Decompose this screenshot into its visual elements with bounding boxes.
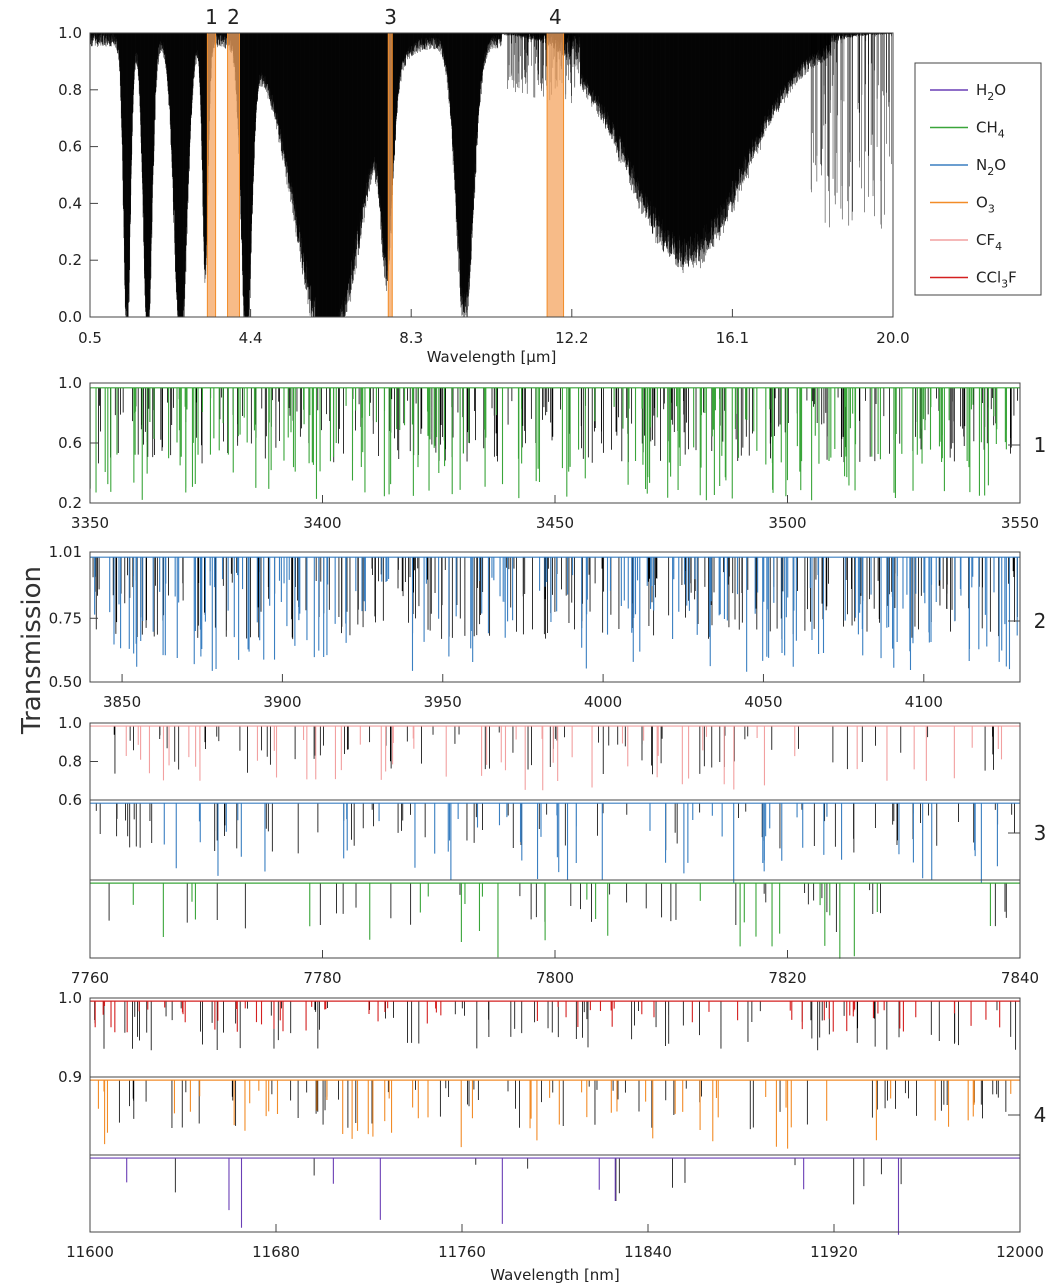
panel-1-label: 1 bbox=[1034, 433, 1047, 457]
panel-4-label: 4 bbox=[1034, 1103, 1047, 1127]
panel-1-x-tick-label: 3350 bbox=[71, 514, 109, 532]
overview-x-tick-label: 16.1 bbox=[716, 329, 749, 347]
band-4-highlight bbox=[546, 32, 565, 318]
panel-3-x-tick-label: 7780 bbox=[303, 969, 341, 987]
panel-4-x-tick-label: 11920 bbox=[810, 1243, 858, 1261]
panel-1-x-tick-label: 3500 bbox=[768, 514, 806, 532]
panel-3-total-spectrum-1 bbox=[95, 803, 1015, 854]
zoom-panels: 0.2 0.6 1.0 3350 3400 3450 3500 3550 1 0.50 0.75 1.… bbox=[49, 374, 1047, 1284]
panel-1-y-tick-label: 0.6 bbox=[58, 434, 82, 452]
panel-2-x-tick-label: 4100 bbox=[905, 693, 943, 711]
legend-label-5: CCl3F bbox=[976, 269, 1017, 291]
panel-4-total-spectrum-2 bbox=[174, 1158, 902, 1205]
overview-y-tick-label: 0.2 bbox=[58, 251, 82, 269]
overview-y-tick-label: 0.6 bbox=[58, 138, 82, 156]
panel-3-y-tick-label: 1.0 bbox=[58, 714, 82, 732]
overview-y-tick-label: 0.8 bbox=[58, 81, 82, 99]
overview-xlabel: Wavelength [μm] bbox=[427, 348, 557, 366]
band-2-label: 2 bbox=[227, 5, 240, 29]
panel-4-y-tick-label: 0.9 bbox=[58, 1068, 82, 1086]
overview-frame bbox=[89, 32, 894, 318]
panel-4-frame-2 bbox=[89, 1154, 1021, 1233]
panel-4-x-tick-label: 11600 bbox=[66, 1243, 114, 1261]
panel-3-x-tick-label: 7800 bbox=[536, 969, 574, 987]
panel-4-x-tick-label: 11840 bbox=[624, 1243, 672, 1261]
global-ylabel: Transmission bbox=[17, 566, 47, 735]
panel-2: 0.50 0.75 1.01 3850 3900 3950 4000 4050 4100 2 bbox=[49, 543, 1047, 711]
panel-3-y-tick-label: 0.8 bbox=[58, 753, 82, 771]
panel-2-y-tick-label: 0.75 bbox=[49, 609, 82, 627]
panel-3-x-tick-label: 7760 bbox=[71, 969, 109, 987]
panel-2-y-tick-label: 0.50 bbox=[49, 673, 82, 691]
band-2-highlight bbox=[227, 32, 240, 318]
panel-3-species-spectrum-0 bbox=[125, 726, 1003, 791]
panel-2-species-spectrum-0 bbox=[94, 557, 1018, 672]
panel-1-species-spectrum-0 bbox=[89, 387, 1008, 501]
panel-4-y-tick-label: 1.0 bbox=[58, 989, 82, 1007]
legend-box bbox=[914, 62, 1042, 296]
panel-2-total-spectrum-0 bbox=[92, 557, 1018, 640]
band-3-highlight bbox=[387, 32, 393, 318]
panel-3-y-tick-label: 0.6 bbox=[58, 791, 82, 809]
panel-3-total-spectrum-2 bbox=[108, 883, 1007, 933]
panel-1-x-tick-label: 3550 bbox=[1001, 514, 1039, 532]
panel-1-x-tick-label: 3450 bbox=[536, 514, 574, 532]
panel-2-x-tick-label: 3900 bbox=[263, 693, 301, 711]
legend: H2O CH4 N2O O3 CF4 CCl3F bbox=[914, 62, 1042, 296]
panel-4-total-spectrum-1 bbox=[118, 1080, 1007, 1130]
overview-y-tick-label: 0.0 bbox=[58, 308, 82, 326]
panel-4-frame-1 bbox=[89, 1076, 1021, 1156]
band-3-label: 3 bbox=[384, 5, 397, 29]
legend-label-4: CF4 bbox=[976, 231, 1002, 253]
legend-label-0: H2O bbox=[976, 81, 1006, 103]
legend-label-1: CH4 bbox=[976, 119, 1005, 141]
overview-y-tick-label: 0.4 bbox=[58, 194, 82, 212]
panel-2-x-tick-label: 4050 bbox=[744, 693, 782, 711]
overview-x-tick-label: 20.0 bbox=[876, 329, 909, 347]
panel-4-frame-0 bbox=[89, 997, 1021, 1078]
panel-2-y-tick-label: 1.01 bbox=[49, 543, 82, 561]
panel-2-x-tick-label: 3950 bbox=[424, 693, 462, 711]
panel-3-label: 3 bbox=[1034, 821, 1047, 845]
band-1-label: 1 bbox=[205, 5, 218, 29]
panel-1-x-tick-label: 3400 bbox=[303, 514, 341, 532]
panel-4-species-spectrum-0 bbox=[94, 1001, 1001, 1033]
panel-4-species-spectrum-2 bbox=[126, 1158, 900, 1235]
panel-1-y-tick-label: 0.2 bbox=[58, 494, 82, 512]
overview-x-tick-label: 8.3 bbox=[399, 329, 423, 347]
panel-4-total-spectrum-0 bbox=[94, 1001, 1017, 1051]
panel-4-xlabel: Wavelength [nm] bbox=[490, 1266, 620, 1284]
band-4-label: 4 bbox=[549, 5, 562, 29]
panel-3-x-tick-label: 7820 bbox=[768, 969, 806, 987]
panel-2-frame-0 bbox=[89, 551, 1021, 683]
panel-1-y-tick-label: 1.0 bbox=[58, 374, 82, 392]
panel-3-species-spectrum-1 bbox=[163, 803, 998, 884]
panel-1-total-spectrum-0 bbox=[98, 387, 1018, 464]
panel-4-x-tick-label: 11680 bbox=[252, 1243, 300, 1261]
panel-1: 0.2 0.6 1.0 3350 3400 3450 3500 3550 1 bbox=[58, 374, 1046, 532]
panel-2-label: 2 bbox=[1034, 609, 1047, 633]
panel-3-total-spectrum-0 bbox=[113, 726, 994, 775]
overview-x-tick-label: 0.5 bbox=[78, 329, 102, 347]
panel-4-x-tick-label: 11760 bbox=[438, 1243, 486, 1261]
panel-4-species-spectrum-1 bbox=[97, 1080, 1012, 1149]
panel-2-x-tick-label: 4000 bbox=[584, 693, 622, 711]
legend-label-3: O3 bbox=[976, 194, 995, 216]
panel-2-x-tick-label: 3850 bbox=[103, 693, 141, 711]
panel-4-x-tick-label: 12000 bbox=[996, 1243, 1044, 1261]
panel-3-x-tick-label: 7840 bbox=[1001, 969, 1039, 987]
overview-panel: 1 2 3 4 0.5 4.4 8.3 12.2 16.1 20.0 0.0 0.2 0.4 0.6 0.8… bbox=[58, 5, 910, 366]
legend-label-2: N2O bbox=[976, 156, 1006, 178]
panel-3: 0.6 0.8 1.0 7760 7780 7800 7820 7840 3 bbox=[58, 714, 1046, 987]
panel-3-species-spectrum-2 bbox=[132, 883, 991, 959]
band-1-highlight bbox=[206, 32, 217, 318]
overview-y-tick-label: 1.0 bbox=[58, 24, 82, 42]
overview-x-tick-label: 12.2 bbox=[555, 329, 588, 347]
panel-4: 0.9 1.0 11600 11680 11760 11840 11920 12000 4 Wav… bbox=[58, 989, 1046, 1284]
overview-x-tick-label: 4.4 bbox=[239, 329, 263, 347]
panel-3-frame-1 bbox=[89, 799, 1021, 881]
